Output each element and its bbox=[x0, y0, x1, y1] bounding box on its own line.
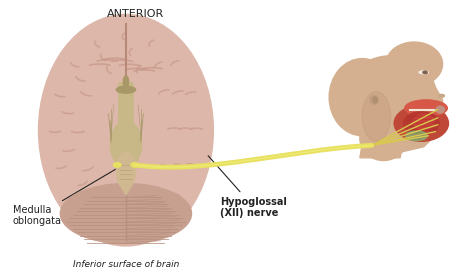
Text: Medulla
oblongata: Medulla oblongata bbox=[12, 169, 117, 227]
Polygon shape bbox=[360, 129, 405, 158]
Ellipse shape bbox=[370, 96, 378, 104]
Text: Hypoglossal
(XII) nerve: Hypoglossal (XII) nerve bbox=[208, 156, 287, 218]
Circle shape bbox=[113, 163, 121, 167]
Ellipse shape bbox=[123, 76, 128, 88]
Polygon shape bbox=[381, 70, 443, 152]
Ellipse shape bbox=[116, 86, 136, 93]
Ellipse shape bbox=[116, 152, 136, 189]
Ellipse shape bbox=[329, 58, 395, 136]
Ellipse shape bbox=[38, 14, 213, 246]
Ellipse shape bbox=[405, 100, 447, 116]
Polygon shape bbox=[121, 186, 131, 195]
Ellipse shape bbox=[406, 131, 427, 140]
Ellipse shape bbox=[394, 106, 448, 141]
Ellipse shape bbox=[345, 56, 437, 138]
FancyBboxPatch shape bbox=[119, 83, 133, 129]
Ellipse shape bbox=[110, 121, 142, 167]
Ellipse shape bbox=[436, 106, 445, 113]
Text: Inferior surface of brain: Inferior surface of brain bbox=[73, 260, 179, 269]
Ellipse shape bbox=[419, 71, 428, 74]
Ellipse shape bbox=[439, 94, 445, 97]
Ellipse shape bbox=[423, 71, 427, 74]
Text: ANTERIOR: ANTERIOR bbox=[107, 9, 164, 19]
Ellipse shape bbox=[413, 114, 434, 130]
Ellipse shape bbox=[360, 116, 407, 161]
Ellipse shape bbox=[362, 92, 391, 141]
Ellipse shape bbox=[60, 183, 191, 244]
Ellipse shape bbox=[373, 97, 377, 103]
Ellipse shape bbox=[403, 112, 439, 135]
Circle shape bbox=[131, 163, 138, 167]
Ellipse shape bbox=[386, 42, 443, 86]
